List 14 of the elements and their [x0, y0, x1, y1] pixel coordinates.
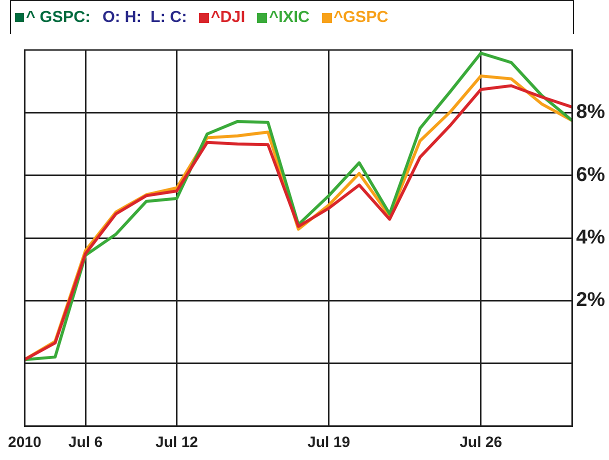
legend-label: ^GSPC	[334, 8, 388, 26]
x-tick-label: 2010	[8, 434, 42, 452]
legend-label: ^IXIC	[269, 8, 310, 26]
y-tick-label: 2%	[576, 289, 606, 312]
y-tick-label: 6%	[576, 164, 606, 186]
x-tick-label: Jul 26	[460, 434, 502, 452]
x-tick-label: Jul 12	[155, 434, 198, 452]
y-tick-label: 8%	[576, 101, 606, 124]
x-tick-label: Jul 6	[68, 434, 103, 452]
chart-title: ^ GSPC:	[26, 8, 90, 26]
x-tick-label: Jul 19	[308, 434, 350, 452]
y-tick-label: 4%	[576, 226, 606, 249]
legend-label: ^DJI	[210, 8, 246, 26]
chart-subtitle: O: H: L: C:	[102, 8, 187, 26]
